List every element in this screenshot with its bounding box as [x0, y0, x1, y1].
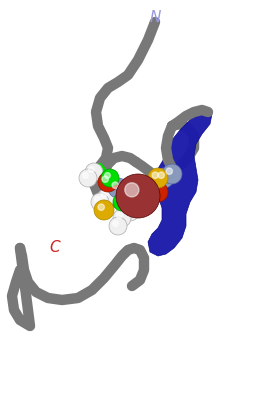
Circle shape	[116, 174, 160, 218]
Circle shape	[139, 190, 144, 196]
Circle shape	[131, 198, 136, 204]
Circle shape	[112, 221, 118, 226]
Circle shape	[125, 183, 139, 197]
Circle shape	[135, 187, 153, 205]
Circle shape	[94, 200, 114, 220]
Circle shape	[158, 172, 164, 178]
Polygon shape	[148, 110, 212, 256]
Circle shape	[104, 173, 110, 178]
Circle shape	[112, 182, 118, 188]
Circle shape	[97, 189, 115, 207]
Circle shape	[113, 209, 131, 227]
Circle shape	[98, 204, 104, 210]
Circle shape	[148, 168, 168, 188]
Text: N: N	[149, 10, 161, 26]
Circle shape	[127, 195, 145, 213]
Circle shape	[79, 169, 97, 187]
Circle shape	[141, 181, 159, 199]
Circle shape	[101, 169, 119, 187]
Circle shape	[95, 196, 100, 202]
Circle shape	[117, 213, 122, 218]
Circle shape	[88, 166, 94, 172]
Circle shape	[113, 193, 131, 211]
Circle shape	[166, 168, 172, 174]
Circle shape	[91, 193, 109, 211]
Circle shape	[144, 185, 150, 190]
Circle shape	[118, 186, 138, 206]
Circle shape	[148, 182, 168, 202]
Circle shape	[98, 172, 118, 192]
Circle shape	[83, 173, 88, 178]
Circle shape	[109, 217, 127, 235]
Circle shape	[122, 190, 128, 196]
Circle shape	[101, 192, 106, 198]
Circle shape	[152, 172, 158, 178]
Text: C: C	[50, 240, 60, 256]
Circle shape	[107, 189, 112, 194]
Circle shape	[154, 168, 174, 188]
Circle shape	[103, 185, 121, 203]
Circle shape	[85, 163, 103, 181]
Circle shape	[162, 164, 182, 184]
Circle shape	[108, 178, 128, 198]
Circle shape	[121, 203, 139, 221]
Circle shape	[152, 186, 158, 192]
Circle shape	[102, 176, 108, 182]
Circle shape	[125, 206, 130, 212]
Circle shape	[117, 196, 122, 202]
